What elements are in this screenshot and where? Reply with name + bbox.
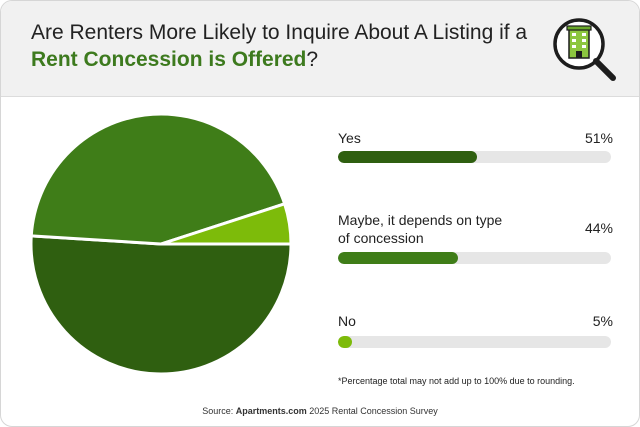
source-line: Source: Apartments.com 2025 Rental Conce… [1, 406, 639, 416]
source-brand: Apartments.com [235, 406, 307, 416]
pie-slice-maybe [29, 112, 287, 246]
pie-chart [29, 112, 293, 376]
bar-label-line1: Maybe, it depends on type [338, 212, 503, 228]
page-title: Are Renters More Likely to Inquire About… [31, 19, 531, 73]
bar-row-no: No 5% [338, 312, 613, 352]
bar-fill [338, 336, 352, 348]
title-accent-text: Rent Concession is Offered [31, 48, 307, 71]
title-text-2: ? [306, 48, 319, 71]
source-suffix: 2025 Rental Concession Survey [306, 406, 438, 416]
pie-slice-no [159, 202, 293, 246]
bar-percent: 44% [584, 220, 613, 236]
bar-row-maybe: Maybe, it depends on type of concession … [338, 211, 613, 269]
bar-row-yes: Yes 51% [338, 129, 613, 169]
footnote: *Percentage total may not add up to 100%… [338, 376, 575, 386]
pie-slice-yes [29, 234, 293, 376]
bar-track [338, 252, 611, 264]
building-magnifier-icon [553, 18, 616, 81]
bar-fill [338, 252, 459, 264]
source-prefix: Source: [202, 406, 236, 416]
bar-track [338, 336, 611, 348]
header: Are Renters More Likely to Inquire About… [1, 1, 639, 97]
bar-label: Yes [338, 130, 361, 146]
bar-label: No [338, 313, 356, 329]
bar-percent: 51% [584, 130, 613, 146]
bar-fill [338, 151, 478, 163]
bar-track [338, 151, 611, 163]
bar-percent: 5% [592, 313, 613, 329]
title-text-1: Are Renters More Likely to Inquire About… [31, 21, 528, 44]
bar-label-line2: of concession [338, 230, 424, 246]
